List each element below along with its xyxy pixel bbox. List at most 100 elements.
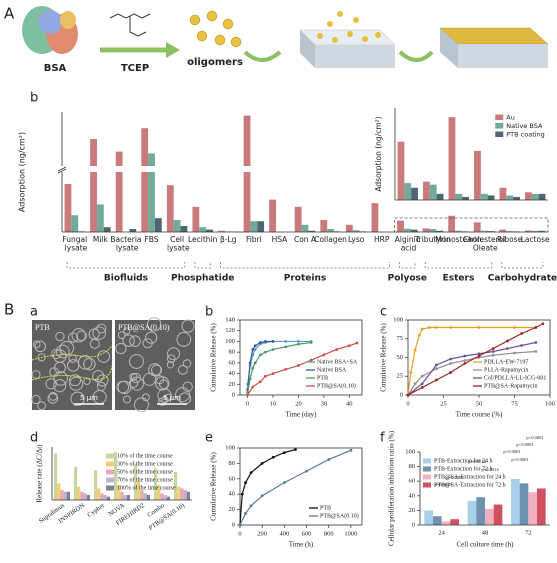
marker — [248, 377, 252, 381]
marker — [463, 359, 467, 362]
bar — [103, 495, 107, 500]
marker — [327, 458, 331, 461]
axis-break-gap — [58, 166, 548, 172]
bar — [429, 184, 437, 200]
bar — [487, 231, 495, 232]
bar — [106, 496, 110, 500]
bar — [424, 510, 433, 525]
bar — [480, 193, 488, 200]
y-tick-label: 40 — [229, 370, 236, 377]
cell-texture — [32, 340, 41, 349]
legend-swatch — [495, 123, 504, 129]
y-tick-label: 80 — [229, 460, 236, 467]
x-tick-label: β-Lg — [220, 235, 237, 244]
legend-label: PTB — [317, 375, 328, 381]
bar — [77, 486, 81, 500]
marker — [309, 358, 313, 362]
cell-texture — [51, 348, 62, 360]
legend-label: PTB@SA-Rapamycin — [484, 383, 538, 389]
annotation: p<0.0001 — [516, 442, 533, 447]
sphere — [196, 30, 208, 42]
legend-swatch — [495, 114, 504, 120]
cell-texture — [122, 395, 131, 404]
legend-label: PTB@SA(0.10) — [317, 382, 356, 389]
bar — [177, 486, 181, 500]
y-tick-label: 20 — [409, 507, 416, 514]
marker — [264, 350, 267, 354]
x-tick-label: 10 — [270, 400, 277, 407]
cell-texture — [37, 353, 46, 362]
bar — [173, 220, 181, 232]
bar — [455, 193, 463, 200]
cell-texture — [157, 388, 172, 403]
slab-side — [440, 28, 458, 68]
cell-texture — [68, 354, 77, 363]
bar — [117, 485, 121, 500]
bar — [352, 230, 360, 232]
marker — [271, 455, 275, 459]
marker — [477, 352, 481, 356]
protein-domain — [60, 11, 76, 29]
marker — [420, 386, 424, 389]
boundary-line — [31, 365, 113, 381]
marker — [409, 371, 413, 374]
label-line: lysate — [165, 243, 190, 252]
cell-texture — [34, 340, 46, 353]
y-tick-label: 50 — [397, 354, 404, 361]
bar — [531, 230, 539, 232]
panel-label: b — [30, 91, 38, 106]
sphere — [337, 11, 343, 17]
annotation: p=0.0013 — [468, 459, 486, 464]
cell-texture — [55, 331, 65, 342]
marker — [513, 326, 516, 329]
bar — [506, 231, 514, 232]
panel-label: f — [380, 431, 385, 446]
micrographs: PTB 5 μm PTB@SA(0.10) 5 μm — [31, 317, 195, 413]
cell-texture — [158, 397, 167, 406]
bar — [63, 491, 67, 500]
cell-texture — [67, 332, 79, 343]
marker — [420, 382, 424, 386]
bar — [115, 151, 123, 232]
bar — [429, 229, 437, 232]
bar — [74, 466, 78, 500]
cell-texture — [92, 370, 105, 383]
bar — [143, 493, 147, 500]
line-chart: 0 20 40 60 80 100 120 140 0 10 20 30 40 Native BSA+SA… — [210, 316, 363, 419]
bar — [327, 229, 334, 232]
legend-swatch — [423, 466, 431, 472]
cell-texture — [129, 335, 141, 347]
x-tick-label: 200 — [257, 530, 267, 537]
y-tick-label: 0 — [232, 521, 235, 528]
bar — [301, 224, 309, 232]
marker — [541, 322, 545, 326]
legend-swatch — [106, 469, 114, 475]
cell-texture — [70, 391, 85, 406]
bar — [506, 195, 514, 200]
bar — [90, 139, 97, 232]
x-tick-label: Lactose — [521, 235, 550, 244]
marker — [282, 481, 286, 485]
marker — [449, 362, 452, 365]
panel-label: e — [205, 431, 213, 446]
x-axis-label: Cell culture time (h) — [457, 541, 515, 549]
cell-texture — [141, 393, 150, 402]
cell-texture — [166, 354, 176, 363]
y-tick-label: 60 — [409, 478, 416, 485]
label-line: lysate — [113, 243, 138, 252]
annotation: p=0.0020 — [434, 482, 452, 487]
marker — [253, 348, 257, 351]
cell-texture — [142, 372, 157, 386]
bar — [480, 230, 488, 232]
marker — [435, 367, 438, 371]
x-tick-label: Ribose — [497, 235, 523, 244]
cell-texture — [37, 401, 46, 411]
marker — [260, 462, 264, 465]
marker — [264, 374, 267, 378]
bar — [163, 495, 167, 500]
bar — [180, 488, 184, 500]
bar — [96, 204, 104, 232]
